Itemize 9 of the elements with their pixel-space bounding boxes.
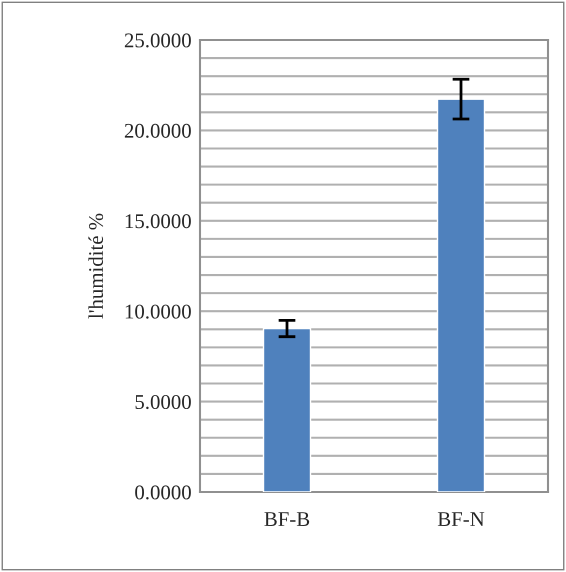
y-tick-label: 0.0000: [135, 485, 191, 500]
y-axis-title: l'humidité %: [88, 214, 104, 319]
y-tick-label: 20.0000: [124, 124, 191, 138]
x-tick-label: BF-B: [264, 512, 310, 526]
y-tick-label: 5.0000: [136, 394, 191, 410]
y-tick-label: 25.0000: [124, 33, 191, 48]
x-tick-label: BF-N: [438, 512, 484, 526]
y-tick-label: 15.0000: [126, 214, 191, 228]
y-tick-label: 10.0000: [126, 304, 191, 319]
